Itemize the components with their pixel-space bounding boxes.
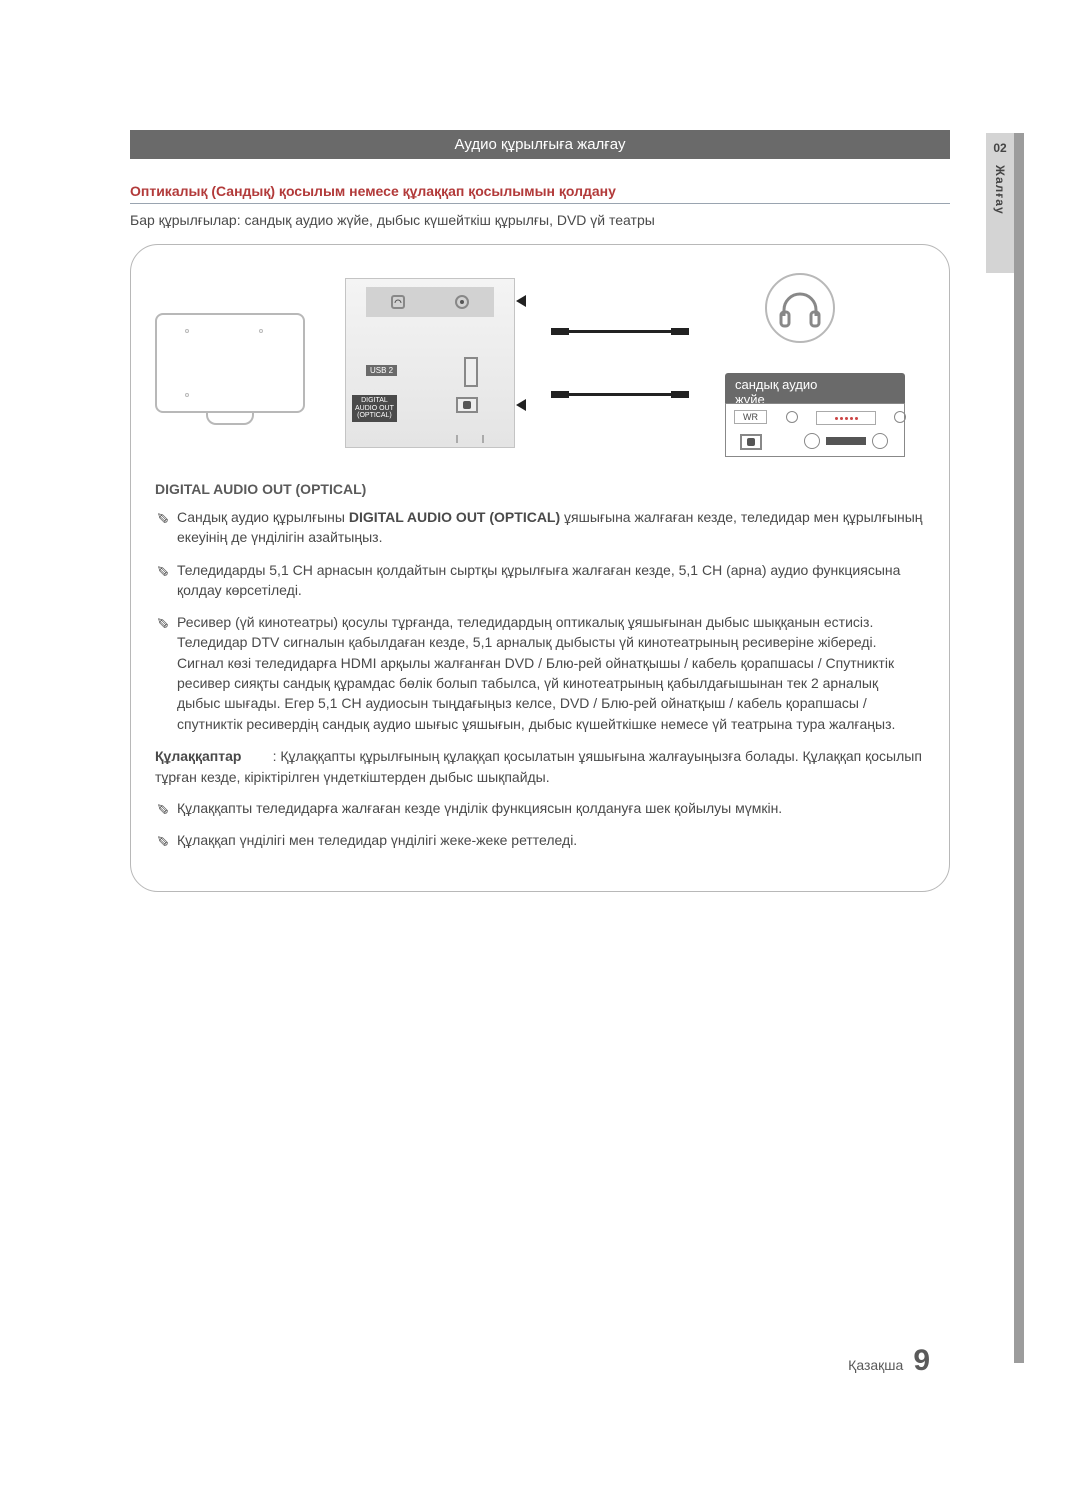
aux-port-icon <box>455 295 469 309</box>
page-title: Аудио құрылғыға жалғау <box>455 136 626 153</box>
optical-port-icon <box>456 397 478 413</box>
optical-cable-icon <box>559 393 681 396</box>
page-title-bar: Аудио құрылғыға жалғау <box>130 130 950 159</box>
usb-port-icon <box>464 357 478 387</box>
devices-column: сандық аудио жүйе WR <box>725 273 925 453</box>
amp-optical-port-icon <box>740 434 762 450</box>
tv-outline-icon <box>155 313 305 413</box>
page-content: Аудио құрылғыға жалғау Оптикалық (Сандық… <box>0 0 1080 956</box>
list-item: Құлаққап үнділігі мен теледидар үнділігі… <box>155 830 925 850</box>
usb-label: USB 2 <box>366 365 397 376</box>
panel-top-ports <box>366 287 494 317</box>
side-strip <box>1014 133 1024 1363</box>
tv-back-panel: USB 2 DIGITAL AUDIO OUT (OPTICAL) <box>345 278 515 448</box>
chapter-number: 02 <box>993 141 1006 155</box>
page-number: 9 <box>913 1344 930 1378</box>
section-title: DIGITAL AUDIO OUT (OPTICAL) <box>155 481 925 497</box>
connection-diagram: USB 2 DIGITAL AUDIO OUT (OPTICAL) сандық… <box>155 273 925 453</box>
list-item: Құлаққапты теледидарға жалғаған кезде үн… <box>155 798 925 818</box>
bullet-list-main: Сандық аудио құрылғыны DIGITAL AUDIO OUT… <box>155 507 925 734</box>
panel-bottom-icon <box>456 435 484 443</box>
bullet-list-headphone: Құлаққапты теледидарға жалғаған кезде үн… <box>155 798 925 851</box>
arrow-icon <box>516 399 526 411</box>
list-item: Ресивер (үй кинотеатры) қосулы тұрғанда,… <box>155 612 925 734</box>
cable-stack <box>555 330 685 396</box>
intro-text: Бар құрылғылар: сандық аудио жүйе, дыбыс… <box>130 212 950 228</box>
amplifier-icon: WR <box>725 403 905 457</box>
headphone-port-icon <box>391 295 405 309</box>
amp-wr-label: WR <box>734 410 767 424</box>
audio-cable-icon <box>559 330 681 333</box>
footer-language: Қазақша <box>848 1357 903 1373</box>
headphones-icon <box>765 273 835 343</box>
sub-heading: Оптикалық (Сандық) қосылым немесе құлаққ… <box>130 183 950 204</box>
diagram-container: USB 2 DIGITAL AUDIO OUT (OPTICAL) сандық… <box>130 244 950 892</box>
chapter-tab: 02 Жалғау <box>986 133 1014 273</box>
headphone-paragraph: Құлаққаптар : Құлаққапты құрылғының құла… <box>155 746 925 788</box>
arrow-icon <box>516 295 526 307</box>
list-item: Теледидарды 5,1 CH арнасын қолдайтын сыр… <box>155 560 925 601</box>
page-footer: Қазақша 9 <box>848 1344 930 1378</box>
list-item: Сандық аудио құрылғыны DIGITAL AUDIO OUT… <box>155 507 925 548</box>
optical-port-label: DIGITAL AUDIO OUT (OPTICAL) <box>352 395 397 422</box>
chapter-label: Жалғау <box>993 165 1007 215</box>
